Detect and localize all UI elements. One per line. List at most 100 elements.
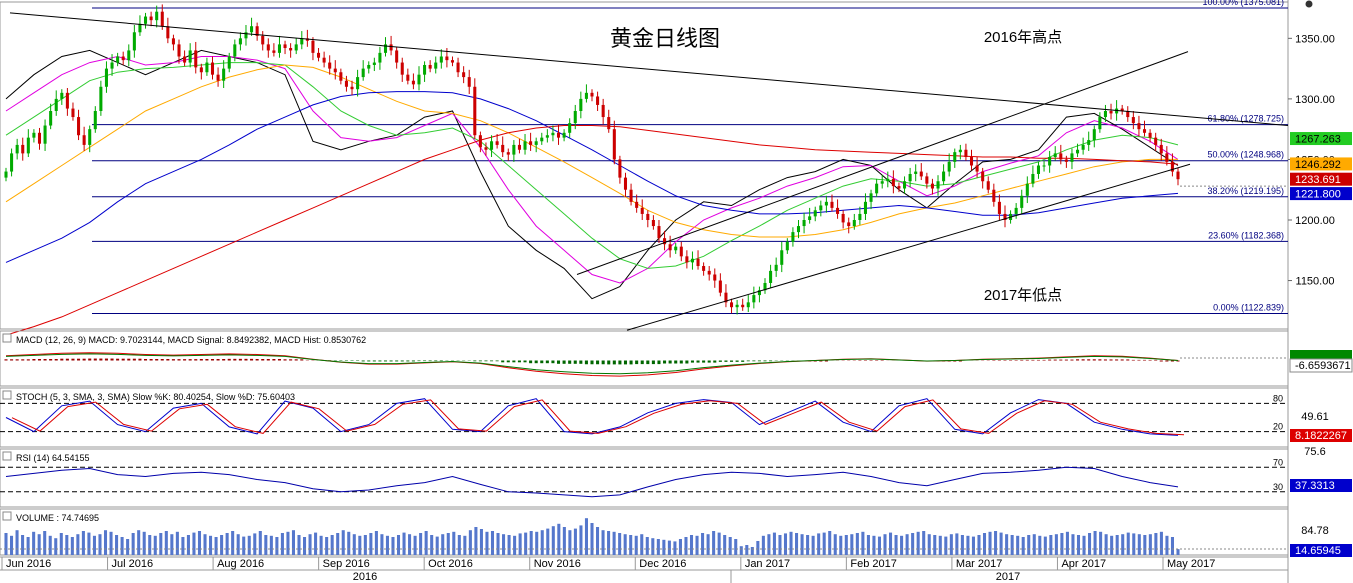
macd-histogram-bar: [702, 360, 706, 363]
macd-histogram-bar: [233, 358, 237, 361]
candle-body: [540, 137, 544, 142]
rsi-tag: [1290, 479, 1352, 492]
volume-bar: [1099, 531, 1103, 555]
macd-histogram-bar: [1165, 360, 1169, 362]
candle-body: [406, 74, 410, 81]
macd-histogram-bar: [77, 358, 81, 361]
volume-bar: [905, 534, 909, 555]
volume-bar: [325, 537, 329, 555]
volume-bar: [396, 535, 401, 555]
candle-body: [707, 270, 711, 275]
volume-bar: [767, 534, 771, 555]
moving-average-line: [5, 125, 1179, 336]
macd-histogram-bar: [501, 360, 505, 363]
volume-bar: [596, 527, 600, 555]
volume-bar: [347, 531, 351, 555]
volume-bar: [701, 533, 705, 555]
volume-bar: [175, 531, 179, 555]
volume-bar: [612, 531, 616, 555]
macd-histogram-bar: [400, 360, 404, 362]
volume-bar: [115, 535, 119, 555]
candle-body: [222, 68, 226, 81]
candle-body: [623, 177, 628, 190]
macd-histogram-bar: [1137, 359, 1141, 361]
macd-histogram-bar: [149, 359, 153, 361]
macd-histogram-bar: [1115, 359, 1119, 361]
candle-body: [356, 77, 360, 90]
volume-bar: [728, 537, 732, 555]
candle-body: [132, 32, 136, 51]
candle-body: [37, 132, 42, 144]
volume-bar: [496, 533, 500, 555]
macd-histogram-bar: [506, 360, 510, 363]
volume-bar: [435, 536, 439, 555]
volume-pane: VOLUME : 74.74695 84.78 14.65945: [0, 508, 1352, 557]
macd-histogram-bar: [685, 360, 689, 364]
volume-bar: [1043, 536, 1047, 555]
macd-histogram-bar: [1159, 360, 1163, 362]
macd-histogram-bar: [718, 360, 722, 362]
candle-body: [925, 176, 929, 184]
volume-bar: [10, 535, 14, 555]
candle-body: [997, 201, 1001, 214]
indicator-title: STOCH (5, 3, SMA, 3, SMA) Slow %K: 80.40…: [16, 392, 295, 402]
macd-histogram-bar: [21, 359, 25, 361]
volume-bar: [562, 527, 566, 555]
macd-histogram-bar: [529, 360, 533, 364]
macd-histogram-bar: [757, 360, 761, 362]
volume-bar: [419, 533, 423, 555]
time-axis-label: May 2017: [1167, 558, 1215, 570]
macd-histogram-bar: [635, 360, 639, 365]
candle-body: [763, 282, 767, 291]
candle-body: [383, 44, 388, 53]
macd-histogram-bar: [746, 360, 750, 362]
candle-body: [43, 125, 47, 144]
volume-bar: [81, 531, 85, 555]
candle-body: [188, 50, 192, 63]
candle-body: [1025, 183, 1029, 196]
volume-bar: [463, 535, 467, 555]
volume-bar: [391, 537, 395, 555]
volume-bar: [48, 535, 52, 555]
volume-bar: [32, 531, 36, 555]
volume-bar: [911, 533, 915, 555]
macd-histogram-bar: [713, 360, 717, 363]
candle-body: [484, 147, 488, 150]
volume-bar: [70, 537, 74, 555]
rsi-level-label: 70: [1273, 457, 1283, 467]
stoch-tag: [1290, 429, 1352, 442]
indicator-pane-frame: [0, 387, 1289, 448]
candle-body: [194, 50, 198, 68]
volume-bar: [999, 532, 1003, 555]
stoch-k-line: [5, 398, 1179, 436]
candle-body: [1036, 165, 1041, 174]
macd-histogram-bar: [65, 358, 69, 361]
candle-body: [372, 62, 376, 65]
candle-body: [880, 181, 884, 184]
macd-histogram-bar: [423, 360, 427, 362]
volume-bar: [286, 531, 290, 555]
candle-body: [104, 68, 108, 87]
volume-bar: [1071, 534, 1075, 555]
macd-histogram-bar: [1131, 359, 1135, 361]
macd-histogram-bar: [612, 360, 616, 365]
candle-body: [841, 213, 845, 223]
time-axis-label: Apr 2017: [1061, 558, 1106, 570]
volume-bar: [568, 530, 572, 555]
volume-bar: [1126, 532, 1130, 555]
candle-body: [1098, 117, 1102, 130]
macd-histogram-bar: [138, 358, 142, 361]
stoch-tag-label: 8.1822267: [1295, 430, 1347, 442]
volume-bar: [651, 538, 655, 555]
macd-histogram-bar: [104, 358, 108, 361]
candle-body: [495, 141, 499, 145]
macd-histogram-bar: [679, 360, 683, 364]
macd-histogram-bar: [769, 360, 773, 362]
macd-histogram-bar: [584, 360, 588, 365]
volume-bar: [645, 537, 649, 555]
time-axis-label: Dec 2016: [639, 558, 686, 570]
macd-histogram-bar: [523, 360, 527, 363]
price-tag-label: 1246.292: [1295, 159, 1341, 171]
macd-histogram-bar: [127, 358, 131, 361]
